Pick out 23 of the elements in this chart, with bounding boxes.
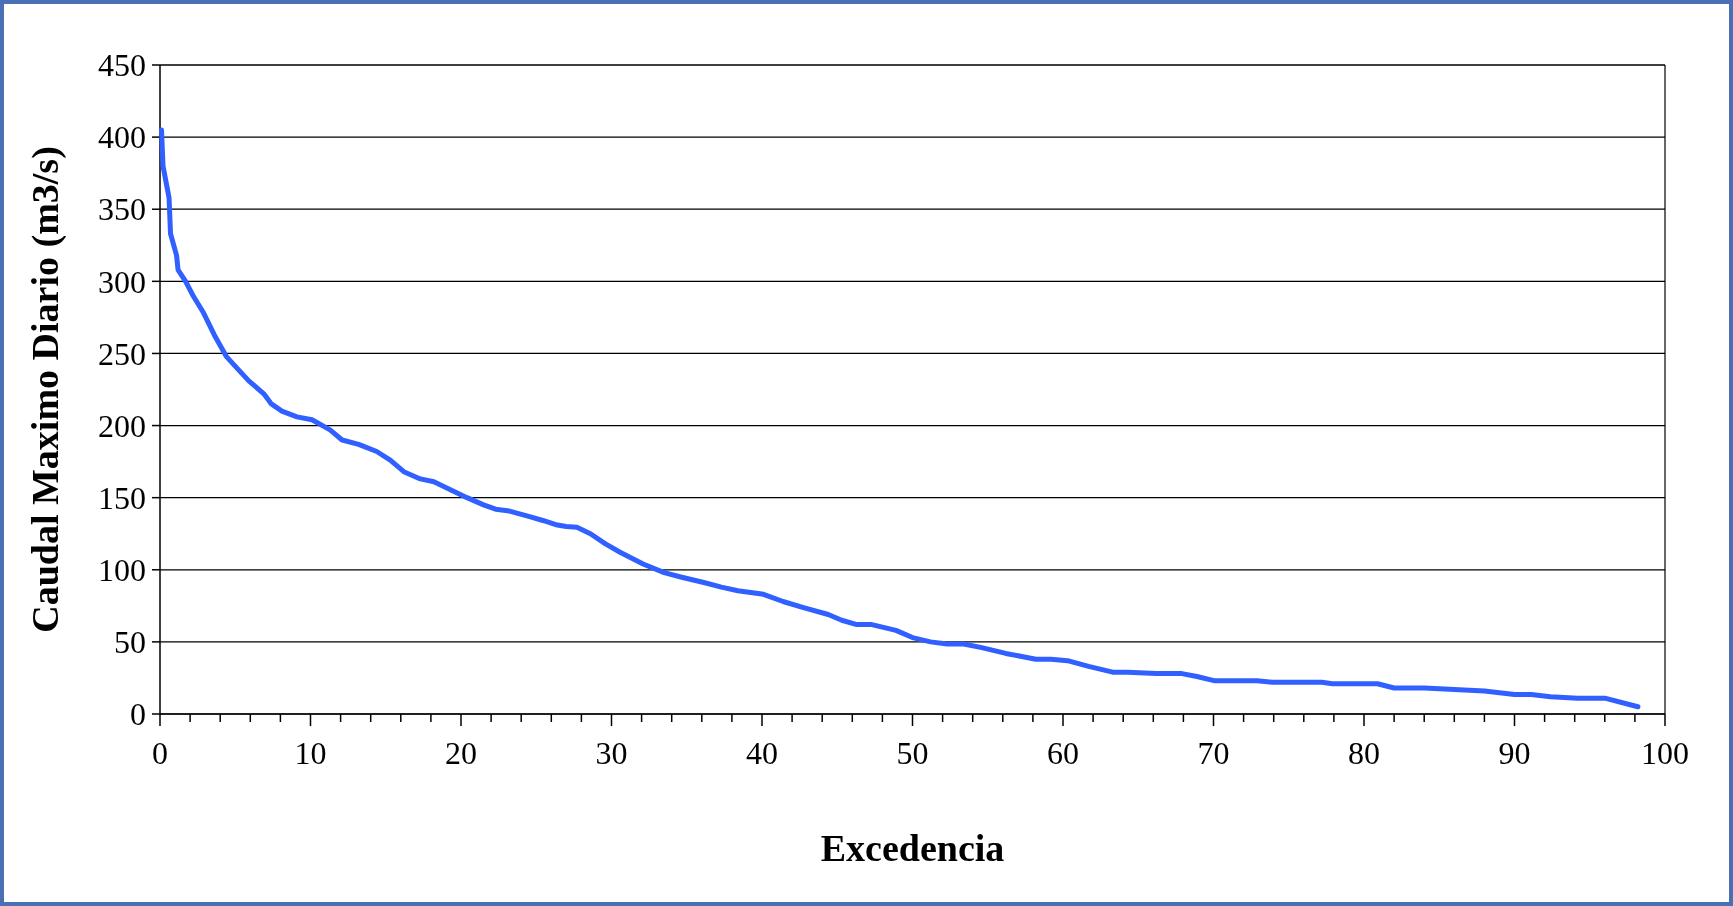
x-tick-label: 100 [1641,735,1689,771]
x-tick-label: 70 [1197,735,1230,771]
x-tick-label: 10 [294,735,327,771]
x-tick-label: 60 [1047,735,1079,771]
x-tick-label: 40 [746,735,778,771]
x-tick-label: 50 [896,735,929,771]
x-tick-label: 80 [1348,735,1380,771]
y-axis-title: Caudal Maximo Diario (m3/s) [24,146,67,633]
y-tick-label: 450 [98,47,146,84]
y-tick-label: 100 [98,551,146,588]
x-tick-label: 0 [152,735,168,771]
y-tick-label: 50 [114,624,146,661]
y-tick-label: 350 [98,191,146,228]
x-axis-title: Excedencia [820,827,1005,869]
x-tick-label: 30 [595,735,628,771]
x-tick-label: 90 [1498,735,1531,771]
y-tick-label: 150 [98,479,146,516]
y-tick-label: 250 [98,335,146,372]
y-tick-label: 300 [98,263,146,300]
y-tick-label: 400 [98,119,146,156]
x-tick-label: 20 [445,735,477,771]
y-tick-label: 200 [98,407,146,444]
y-tick-label: 0 [130,696,146,733]
